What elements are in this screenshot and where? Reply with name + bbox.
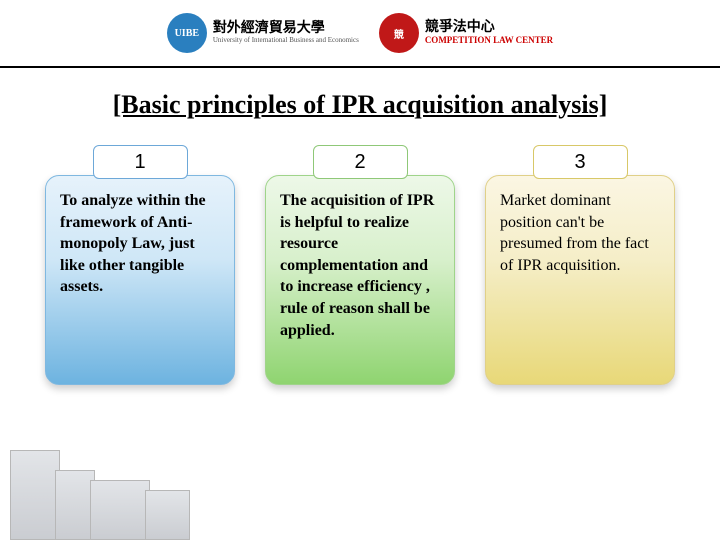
left-logo-zh: 對外經濟貿易大學 bbox=[213, 21, 359, 36]
building-photo-icon bbox=[0, 420, 200, 540]
left-logo-text: 對外經濟貿易大學 University of International Bus… bbox=[213, 21, 359, 44]
card-body-3: Market dominant position can't be presum… bbox=[500, 192, 649, 274]
card-tab-3: 3 bbox=[533, 145, 628, 179]
card-tab-2: 2 bbox=[313, 145, 408, 179]
card-2: The acquisition of IPR is helpful to rea… bbox=[265, 175, 455, 385]
card-wrap-1: 1 To analyze within the framework of Ant… bbox=[45, 145, 235, 385]
card-1: To analyze within the framework of Anti-… bbox=[45, 175, 235, 385]
clc-logo-icon: 競 bbox=[379, 13, 419, 53]
card-tab-1: 1 bbox=[93, 145, 188, 179]
left-logo-block: UIBE 對外經濟貿易大學 University of Internationa… bbox=[167, 13, 359, 53]
left-logo-en: University of International Business and… bbox=[213, 37, 359, 45]
page-title: [Basic principles of IPR acquisition ana… bbox=[0, 90, 720, 120]
card-3: Market dominant position can't be presum… bbox=[485, 175, 675, 385]
card-body-2: The acquisition of IPR is helpful to rea… bbox=[280, 192, 434, 339]
right-logo-block: 競 競爭法中心 COMPETITION LAW CENTER bbox=[379, 13, 553, 53]
card-wrap-3: 3 Market dominant position can't be pres… bbox=[485, 145, 675, 385]
card-wrap-2: 2 The acquisition of IPR is helpful to r… bbox=[265, 145, 455, 385]
right-logo-en: COMPETITION LAW CENTER bbox=[425, 36, 553, 46]
right-logo-zh: 競爭法中心 bbox=[425, 20, 553, 35]
cards-row: 1 To analyze within the framework of Ant… bbox=[0, 145, 720, 385]
uibe-logo-icon: UIBE bbox=[167, 13, 207, 53]
right-logo-text: 競爭法中心 COMPETITION LAW CENTER bbox=[425, 20, 553, 45]
card-body-1: To analyze within the framework of Anti-… bbox=[60, 192, 206, 295]
header: UIBE 對外經濟貿易大學 University of Internationa… bbox=[0, 0, 720, 68]
